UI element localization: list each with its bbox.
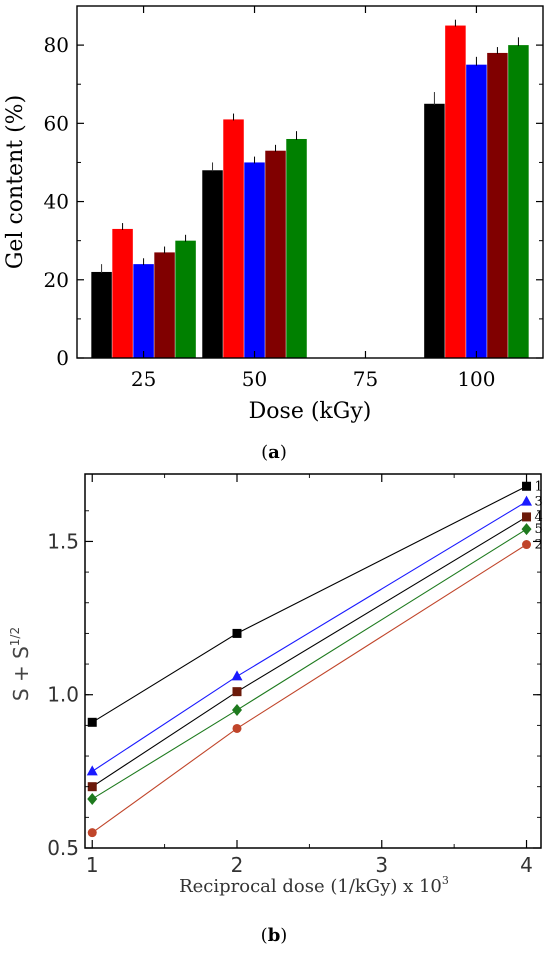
b-marker-series-5 [232,704,242,717]
a-y-ticks: 0 20 40 60 80 [44,33,543,370]
b-marker-series-4 [522,512,532,522]
b-series-lines [91,485,527,834]
b-marker-series-1 [232,628,242,638]
b-y-tick-label: 0.5 [47,836,79,860]
b-line-series-5 [91,528,527,800]
b-line-series-3 [91,501,527,772]
panel-b-label: (b) [261,925,288,946]
b-x-tick-label: 4 [520,853,533,877]
a-bar-25-s2 [112,228,133,358]
a-y-axis-label: Gel content (%) [3,95,28,269]
a-bar-50-s3 [244,162,265,358]
a-bar-100-s4 [487,52,508,358]
b-plot-frame [84,473,542,849]
a-bar-100-s3 [466,64,487,359]
a-bar-50-s5 [286,138,307,358]
a-x-tick-label: 25 [131,367,156,391]
a-y-tick-label: 60 [44,111,69,135]
b-marker-series-2 [232,723,242,733]
b-marker-series-3 [231,670,243,681]
panel-a-bar-chart: 0 20 40 60 80 25 50 75 100 Dose (kGy) Gel conte… [3,5,544,463]
a-y-tick-label: 40 [44,190,69,214]
b-x-tick-label: 2 [231,853,244,877]
b-y-tick-label: 1.5 [47,529,79,553]
b-y-tick-label: 1.0 [47,683,79,707]
b-x-tick-label: 3 [375,853,388,877]
b-marker-series-4 [87,782,97,792]
a-x-ticks: 25 50 75 100 [131,6,496,391]
a-x-tick-label: 50 [242,367,267,391]
b-marker-series-4 [232,687,242,697]
a-bars [91,25,529,359]
panel-a-label: (a) [261,442,287,463]
b-marker-series-5 [521,523,532,536]
b-series-label: 1 [535,479,543,494]
b-marker-series-2 [522,540,532,550]
b-marker-series-5 [87,792,98,805]
a-bar-25-s5 [175,240,196,358]
a-bar-50-s4 [265,150,286,358]
a-bar-50-s1 [202,170,223,358]
a-bar-25-s3 [133,264,154,358]
b-marker-series-2 [87,828,97,838]
a-bar-100-s1 [424,103,445,359]
a-bar-25-s4 [154,252,175,358]
a-y-tick-label: 20 [44,268,69,292]
a-bar-25-s1 [91,271,112,358]
a-plot-frame [76,5,544,359]
b-x-axis-label: Reciprocal dose (1/kGy) x 103 [179,874,449,897]
b-series-label: 2 [535,538,543,553]
b-series-markers [86,481,533,838]
b-line-series-1 [91,485,527,723]
a-x-axis-label: Dose (kGy) [249,399,372,424]
a-bar-100-s5 [508,45,529,358]
b-series-label: 3 [535,495,543,510]
a-x-tick-label: 75 [353,367,378,391]
b-x-ticks: 1 2 3 4 [86,474,533,877]
b-marker-series-3 [86,765,98,776]
b-marker-series-1 [87,717,97,727]
a-bar-100-s2 [445,25,466,359]
b-line-series-4 [91,516,527,788]
b-series-label: 5 [535,522,543,537]
a-y-tick-label: 80 [44,33,69,57]
b-line-series-2 [91,544,527,834]
a-x-tick-label: 100 [457,367,495,391]
b-y-ticks: 0.5 1.0 1.5 [47,510,541,860]
b-marker-series-1 [522,481,532,491]
b-y-axis-label: S + S1/2 [8,627,33,701]
b-x-tick-label: 1 [86,853,99,877]
a-y-tick-label: 0 [56,346,69,370]
a-bar-50-s2 [223,119,244,358]
a-error-bars [101,19,519,273]
b-marker-series-3 [521,495,533,506]
b-series-label: 4 [535,510,543,525]
